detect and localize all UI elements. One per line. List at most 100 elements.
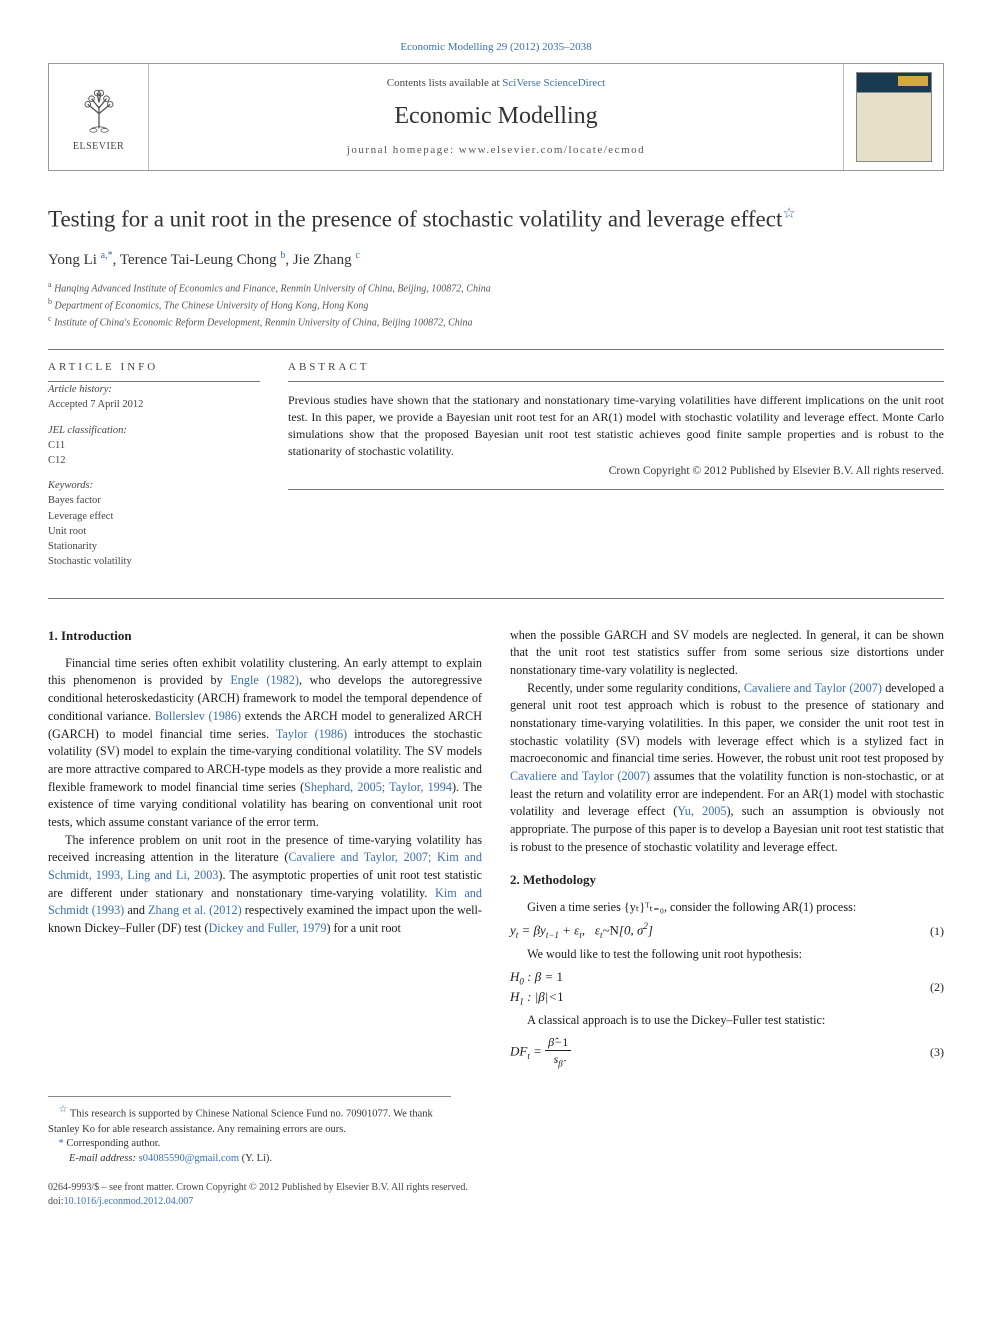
- affiliations: a Hanqing Advanced Institute of Economic…: [48, 279, 944, 331]
- affiliation-b: b Department of Economics, The Chinese U…: [48, 296, 944, 313]
- authors-line: Yong Li a,*, Terence Tai-Leung Chong b, …: [48, 249, 944, 271]
- author-1: Yong Li: [48, 252, 97, 268]
- section-1-heading: 1. Introduction: [48, 627, 482, 645]
- left-column: 1. Introduction Financial time series of…: [48, 627, 482, 1075]
- history-value: Accepted 7 April 2012: [48, 399, 143, 410]
- footnote-corr-text: Corresponding author.: [66, 1138, 160, 1149]
- abstract-heading: ABSTRACT: [288, 350, 944, 381]
- footnote-asterisk-icon: *: [59, 1138, 64, 1149]
- aff-a-text: Hanqing Advanced Institute of Economics …: [54, 283, 491, 294]
- corresponding-star-icon: *: [108, 250, 113, 261]
- df-intro: A classical approach is to use the Dicke…: [510, 1012, 944, 1030]
- equation-3-number: (3): [930, 1044, 944, 1061]
- cite-dickey-fuller-1979[interactable]: Dickey and Fuller, 1979: [208, 921, 326, 935]
- publisher-name: ELSEVIER: [73, 140, 124, 154]
- publisher-logo-cell: ELSEVIER: [49, 64, 149, 170]
- jel-label: JEL classification:: [48, 425, 127, 436]
- equation-1: yt = βyt−1 + εt, εt~N[0, σ2]: [510, 920, 653, 942]
- abstract-column: ABSTRACT Previous studies have shown tha…: [288, 350, 944, 580]
- affiliation-c: c Institute of China's Economic Reform D…: [48, 313, 944, 330]
- footnotes: ☆ This research is supported by Chinese …: [48, 1096, 451, 1166]
- cite-zhang-2012[interactable]: Zhang et al. (2012): [148, 903, 242, 917]
- journal-cover-thumbnail: [856, 72, 932, 162]
- sciverse-link[interactable]: SciVerse ScienceDirect: [502, 77, 605, 89]
- intro-para-1: Financial time series often exhibit vola…: [48, 655, 482, 832]
- doi-line: doi:10.1016/j.econmod.2012.04.007: [48, 1195, 944, 1209]
- journal-header: ELSEVIER Contents lists available at Sci…: [48, 63, 944, 171]
- equation-3: DFt = β̂−1sβ̂: [510, 1034, 571, 1071]
- affiliation-a: a Hanqing Advanced Institute of Economic…: [48, 279, 944, 296]
- cite-yu-2005[interactable]: Yu, 2005: [677, 804, 726, 818]
- article-title: Testing for a unit root in the presence …: [48, 205, 944, 234]
- intro-para-4: Recently, under some regularity conditio…: [510, 680, 944, 857]
- author-3: Jie Zhang: [293, 252, 352, 268]
- equation-2-row: H0 : β = 1 H1 : |β|<1 (2): [510, 968, 944, 1008]
- email-suffix: (Y. Li).: [239, 1153, 272, 1164]
- aff-c-text: Institute of China's Economic Reform Dev…: [54, 318, 472, 329]
- body-columns: 1. Introduction Financial time series of…: [48, 627, 944, 1075]
- elsevier-tree-icon: [71, 80, 127, 136]
- aff-a-mark: a: [48, 280, 52, 289]
- journal-homepage: journal homepage: www.elsevier.com/locat…: [347, 143, 645, 158]
- keywords-block: Keywords: Bayes factor Leverage effect U…: [48, 478, 260, 569]
- keyword-2: Leverage effect: [48, 511, 113, 522]
- journal-reference[interactable]: Economic Modelling 29 (2012) 2035–2038: [48, 40, 944, 55]
- contents-lists-line: Contents lists available at SciVerse Sci…: [387, 76, 605, 91]
- keyword-3: Unit root: [48, 526, 86, 537]
- journal-cover-cell: [843, 64, 943, 170]
- author-3-marks: c: [355, 250, 359, 261]
- front-matter-line-1: 0264-9993/$ – see front matter. Crown Co…: [48, 1181, 944, 1195]
- equation-1-number: (1): [930, 923, 944, 940]
- email-label: E-mail address:: [69, 1153, 139, 1164]
- author-2: Terence Tai-Leung Chong: [120, 252, 277, 268]
- footnote-corresponding: * Corresponding author.: [48, 1137, 451, 1152]
- jel-code-2: C12: [48, 455, 66, 466]
- author-1-marks: a,: [101, 250, 108, 261]
- methodology-intro: Given a time series {yₜ}ᵀₜ₌₀, consider t…: [510, 899, 944, 917]
- author-2-marks: b: [280, 250, 285, 261]
- equation-2: H0 : β = 1 H1 : |β|<1: [510, 968, 564, 1008]
- keyword-5: Stochastic volatility: [48, 556, 132, 567]
- cite-cavaliere-taylor-2007-a[interactable]: Cavaliere and Taylor (2007): [744, 681, 882, 695]
- cite-engle-1982[interactable]: Engle (1982): [230, 673, 299, 687]
- divider-bottom: [48, 598, 944, 599]
- equation-2-number: (2): [930, 979, 944, 996]
- history-label: Article history:: [48, 384, 112, 395]
- keyword-1: Bayes factor: [48, 495, 101, 506]
- keyword-4: Stationarity: [48, 541, 97, 552]
- abstract-text: Previous studies have shown that the sta…: [288, 382, 944, 459]
- cite-cavaliere-taylor-2007-b[interactable]: Cavaliere and Taylor (2007): [510, 769, 650, 783]
- p2-text-e: ) for a unit root: [326, 921, 400, 935]
- jel-code-1: C11: [48, 440, 65, 451]
- title-text: Testing for a unit root in the presence …: [48, 207, 782, 232]
- article-info-column: ARTICLE INFO Article history: Accepted 7…: [48, 350, 260, 580]
- corresponding-email-link[interactable]: s04085590@gmail.com: [139, 1153, 239, 1164]
- article-history: Article history: Accepted 7 April 2012: [48, 382, 260, 412]
- equation-1-row: yt = βyt−1 + εt, εt~N[0, σ2] (1): [510, 920, 944, 942]
- footnote-star-icon: ☆: [59, 1104, 68, 1115]
- cite-shephard-taylor[interactable]: Shephard, 2005; Taylor, 1994: [304, 780, 452, 794]
- equation-3-row: DFt = β̂−1sβ̂ (3): [510, 1034, 944, 1071]
- intro-para-2: The inference problem on unit root in th…: [48, 832, 482, 938]
- article-info-heading: ARTICLE INFO: [48, 350, 260, 381]
- footnote-email: E-mail address: s04085590@gmail.com (Y. …: [48, 1152, 451, 1167]
- p4-text-a: Recently, under some regularity conditio…: [527, 681, 744, 695]
- front-matter: 0264-9993/$ – see front matter. Crown Co…: [48, 1181, 944, 1209]
- p2-text-c: and: [124, 903, 148, 917]
- section-2-heading: 2. Methodology: [510, 871, 944, 889]
- cite-bollerslev-1986[interactable]: Bollerslev (1986): [155, 709, 241, 723]
- footnote-funding: ☆ This research is supported by Chinese …: [48, 1103, 451, 1137]
- keywords-label: Keywords:: [48, 480, 93, 491]
- abstract-copyright: Crown Copyright © 2012 Published by Else…: [288, 463, 944, 479]
- hypothesis-intro: We would like to test the following unit…: [510, 946, 944, 964]
- abstract-bottom-rule: [288, 489, 944, 490]
- right-column: when the possible GARCH and SV models ar…: [510, 627, 944, 1075]
- journal-title: Economic Modelling: [394, 100, 597, 134]
- intro-para-3: when the possible GARCH and SV models ar…: [510, 627, 944, 680]
- cite-taylor-1986[interactable]: Taylor (1986): [276, 727, 347, 741]
- jel-block: JEL classification: C11 C12: [48, 423, 260, 469]
- header-center: Contents lists available at SciVerse Sci…: [149, 64, 843, 170]
- doi-link[interactable]: 10.1016/j.econmod.2012.04.007: [64, 1196, 194, 1207]
- contents-prefix: Contents lists available at: [387, 77, 502, 89]
- aff-c-mark: c: [48, 314, 52, 323]
